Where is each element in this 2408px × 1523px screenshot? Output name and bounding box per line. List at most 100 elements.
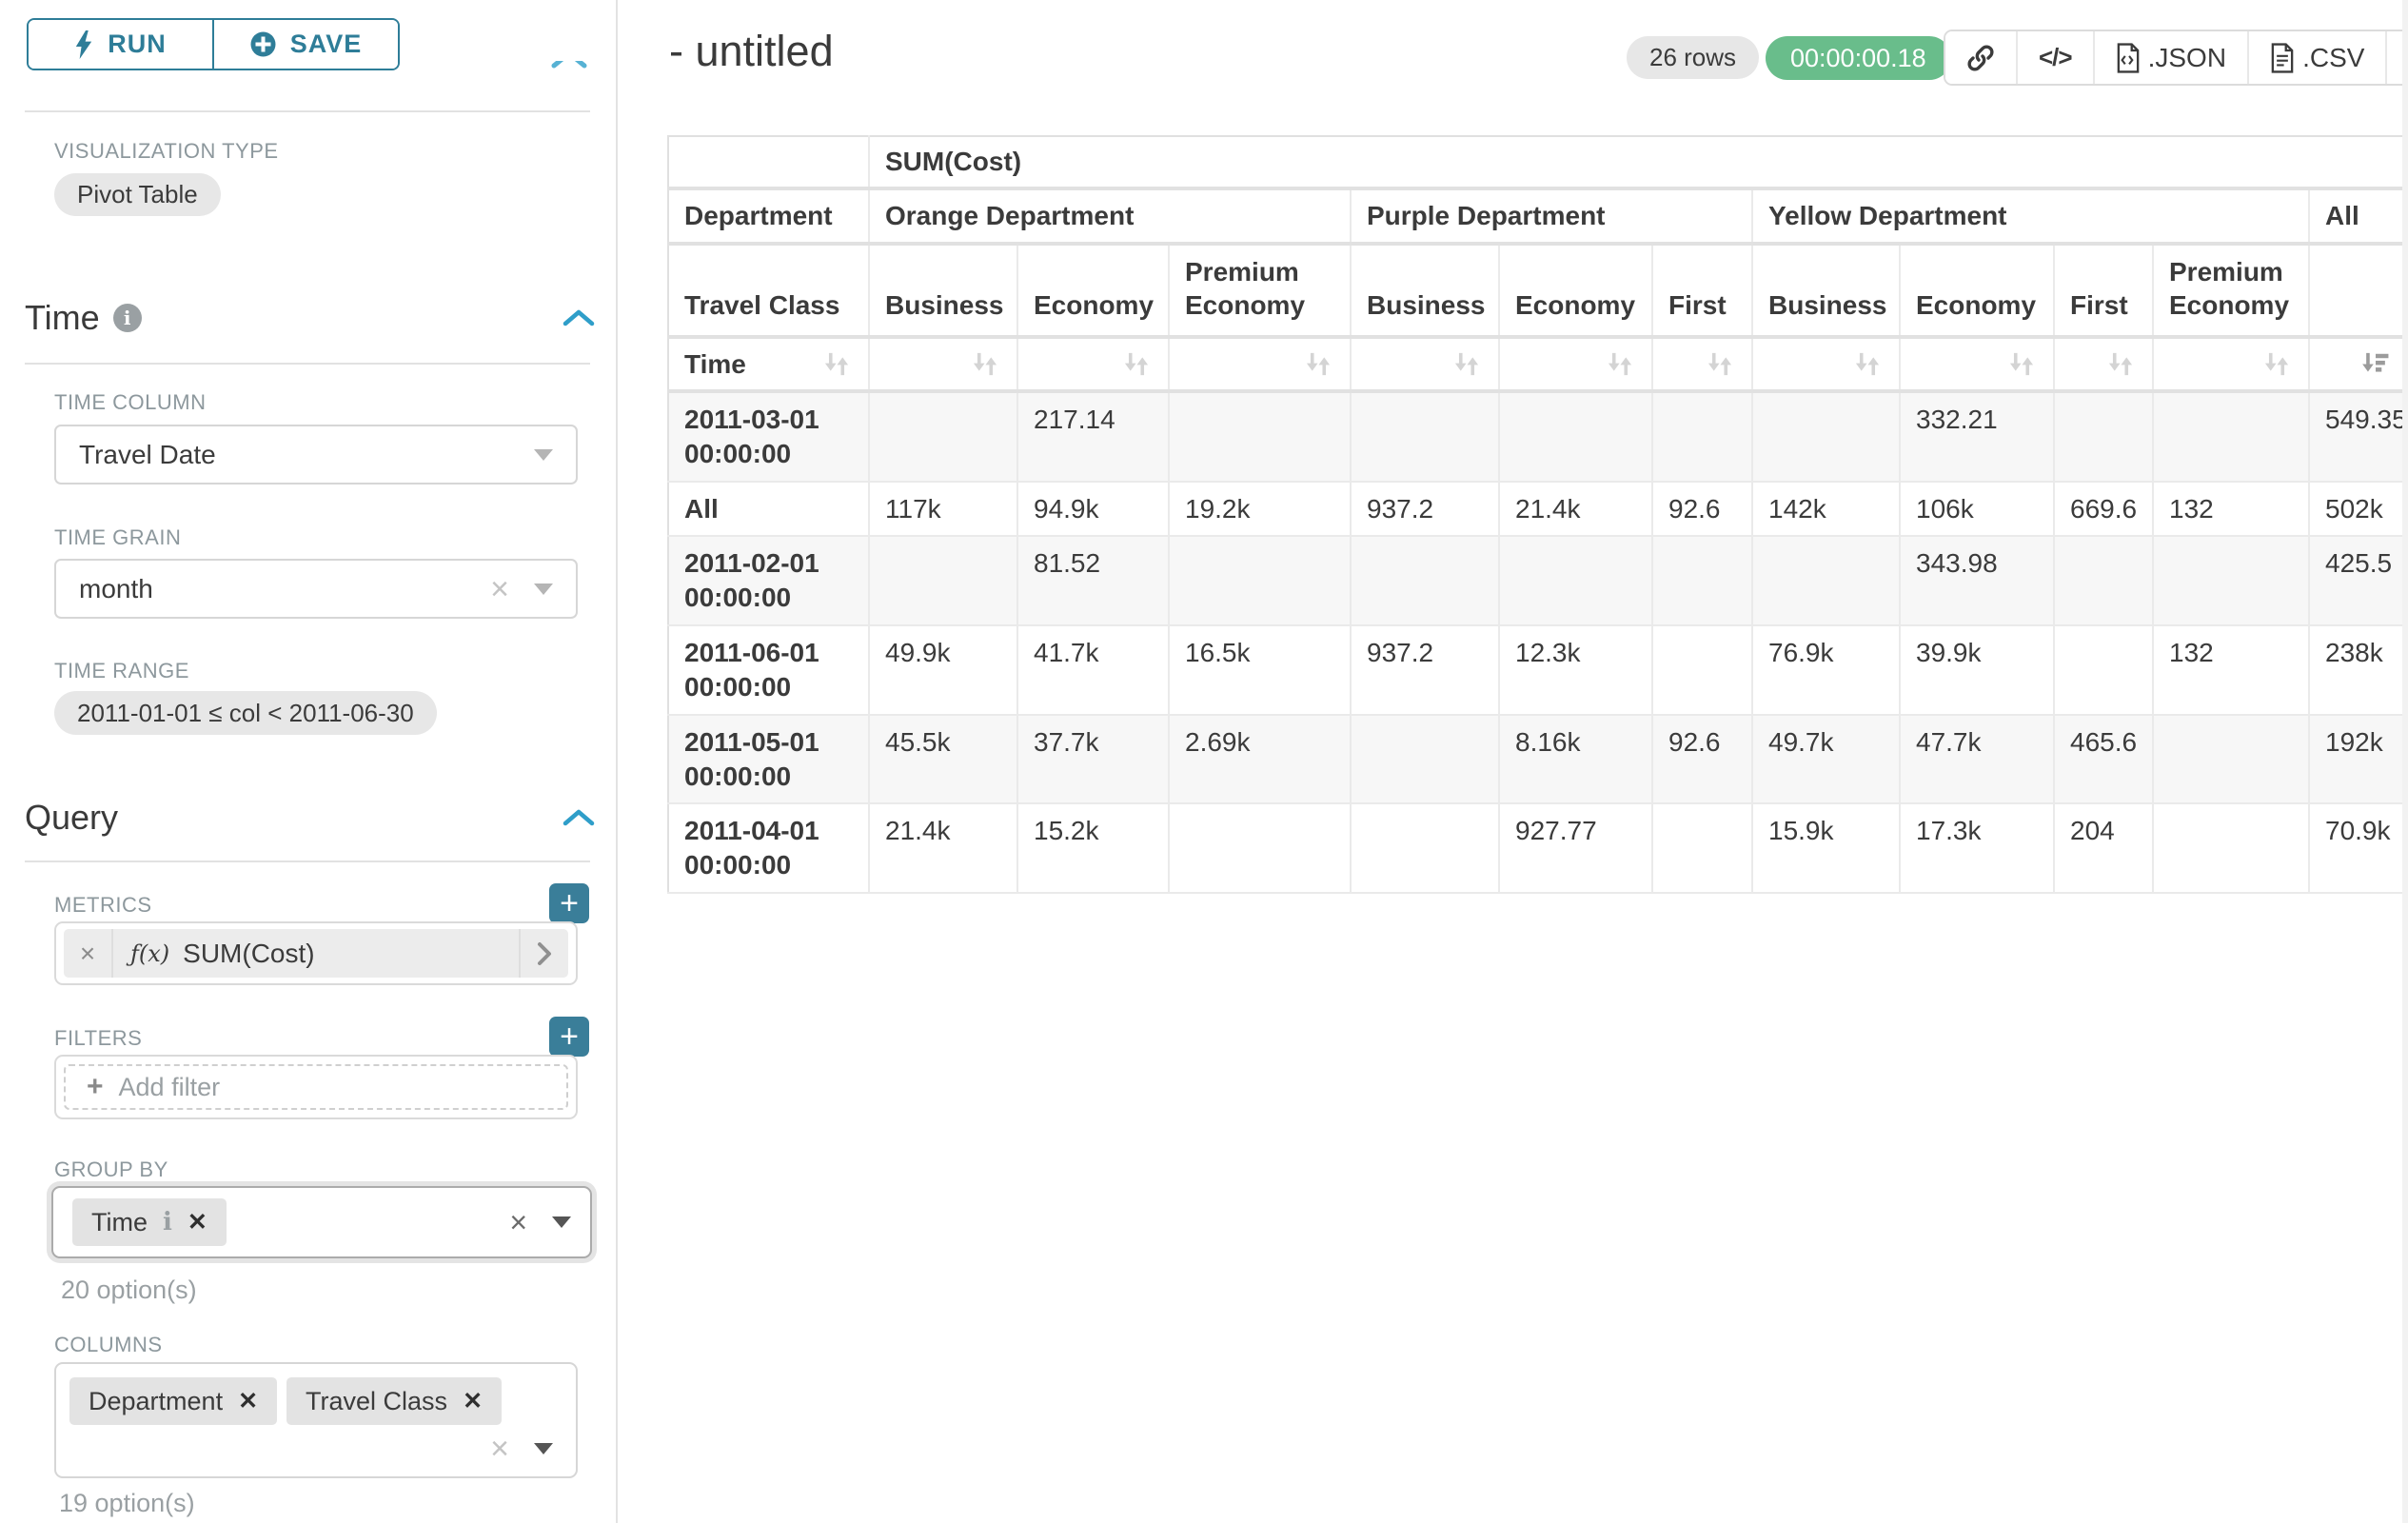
- collapse-query-icon[interactable]: [563, 808, 595, 827]
- table-row: 2011-05-01 00:00:0045.5k37.7k2.69k8.16k9…: [668, 715, 2408, 804]
- function-icon: ƒ(x): [130, 940, 169, 967]
- row-header: 2011-06-01 00:00:00: [668, 625, 869, 715]
- metrics-select: ƒ(x) SUM(Cost): [54, 921, 578, 985]
- pivot-cell: [1499, 391, 1652, 482]
- sort-header[interactable]: [1351, 337, 1499, 391]
- chevron-down-icon: [534, 583, 553, 595]
- sort-header[interactable]: [1900, 337, 2054, 391]
- clear-icon[interactable]: [509, 1207, 527, 1237]
- sort-header[interactable]: [2054, 337, 2153, 391]
- export-json-button[interactable]: .JSON: [2093, 31, 2247, 84]
- clear-icon[interactable]: [490, 573, 509, 605]
- remove-tag-icon[interactable]: [463, 1387, 483, 1415]
- value-tag[interactable]: Department: [69, 1377, 277, 1425]
- info-icon[interactable]: [163, 1208, 172, 1236]
- time-grain-select[interactable]: month: [54, 559, 578, 619]
- sort-header[interactable]: [1652, 337, 1752, 391]
- query-section-header: Query: [25, 798, 118, 838]
- pivot-cell: [2153, 715, 2309, 804]
- pivot-cell: [869, 536, 1017, 625]
- viz-type-pill[interactable]: Pivot Table: [54, 173, 221, 216]
- chevron-down-icon[interactable]: [534, 1443, 553, 1454]
- add-metric-button[interactable]: [549, 883, 589, 923]
- pivot-cell: 12.3k: [1499, 625, 1652, 715]
- sort-header[interactable]: [1499, 337, 1652, 391]
- clear-icon[interactable]: [490, 1433, 509, 1465]
- add-filter-plus-button[interactable]: [549, 1017, 589, 1057]
- pivot-cell: 142k: [1752, 482, 1900, 537]
- chart-title[interactable]: - untitled: [669, 27, 834, 76]
- json-button-label: .JSON: [2148, 43, 2226, 73]
- pivot-cell: 19.2k: [1169, 482, 1351, 537]
- columns-values: Department Travel Class: [69, 1377, 557, 1425]
- pivot-cell: 49.9k: [869, 625, 1017, 715]
- pivot-cell: 45.5k: [869, 715, 1017, 804]
- group-by-select[interactable]: Time: [51, 1186, 592, 1258]
- pivot-cell: 92.6: [1652, 482, 1752, 537]
- scrollbar-track[interactable]: [2402, 0, 2408, 1523]
- info-icon[interactable]: [113, 304, 142, 332]
- export-csv-button[interactable]: .CSV: [2247, 31, 2385, 84]
- pivot-cell: 92.6: [1652, 715, 1752, 804]
- add-filter-button[interactable]: Add filter: [64, 1064, 568, 1110]
- pivot-cell: 39.9k: [1900, 625, 2054, 715]
- tag-label: Department: [89, 1387, 223, 1416]
- pivot-cell: 94.9k: [1017, 482, 1169, 537]
- pivot-cell: [1652, 625, 1752, 715]
- pivot-cell: 465.6: [2054, 715, 2153, 804]
- pivot-cell: 8.16k: [1499, 715, 1652, 804]
- department-group-header: Orange Department: [869, 188, 1351, 244]
- share-link-button[interactable]: [1945, 31, 2016, 84]
- chevron-up-icon[interactable]: [550, 61, 594, 72]
- sort-header[interactable]: [1169, 337, 1351, 391]
- pivot-table: SUM(Cost)DepartmentOrange DepartmentPurp…: [667, 135, 2408, 894]
- pivot-body: 2011-03-01 00:00:00217.14332.21549.35All…: [668, 391, 2408, 893]
- time-column-select[interactable]: Travel Date: [54, 425, 578, 485]
- pivot-cell: [1351, 536, 1499, 625]
- pivot-cell: 425.5: [2309, 536, 2408, 625]
- view-query-button[interactable]: </>: [2016, 31, 2093, 84]
- department-group-header: Yellow Department: [1752, 188, 2309, 244]
- collapse-time-icon[interactable]: [563, 308, 595, 327]
- sort-header[interactable]: [1017, 337, 1169, 391]
- query-section-title: Query: [25, 798, 118, 838]
- value-tag[interactable]: Time: [72, 1198, 227, 1246]
- pivot-cell: 21.4k: [1499, 482, 1652, 537]
- columns-options-hint: 19 option(s): [59, 1489, 195, 1518]
- department-group-header: Purple Department: [1351, 188, 1752, 244]
- department-row-label: Department: [668, 188, 869, 244]
- sort-header[interactable]: [2153, 337, 2309, 391]
- sort-header[interactable]: [1752, 337, 1900, 391]
- pivot-cell: 106k: [1900, 482, 2054, 537]
- time-range-pill[interactable]: 2011-01-01 ≤ col < 2011-06-30: [54, 691, 437, 735]
- sort-icon: [969, 350, 1001, 378]
- columns-select[interactable]: Department Travel Class: [54, 1362, 578, 1478]
- travel-class-header: Business: [869, 244, 1017, 337]
- control-panel: Chart Type RUN SAVE VISUALIZATION TYPE P…: [0, 0, 618, 1523]
- sort-header[interactable]: Time: [668, 337, 869, 391]
- pivot-cell: [1169, 803, 1351, 893]
- pivot-cell: [2153, 803, 2309, 893]
- sort-icon: [1302, 350, 1334, 378]
- department-group-header: All: [2309, 188, 2408, 244]
- sort-header[interactable]: [2309, 337, 2408, 391]
- superset-explore-view: Chart Type RUN SAVE VISUALIZATION TYPE P…: [0, 0, 2408, 1523]
- time-row-label: Time: [684, 349, 820, 380]
- save-button[interactable]: SAVE: [212, 20, 398, 69]
- pivot-cell: [1752, 391, 1900, 482]
- metric-pill[interactable]: ƒ(x) SUM(Cost): [64, 929, 568, 978]
- time-grain-value: month: [79, 574, 153, 604]
- remove-metric-icon[interactable]: [64, 929, 113, 978]
- run-button[interactable]: RUN: [29, 20, 212, 69]
- remove-tag-icon[interactable]: [238, 1387, 258, 1415]
- corner-cell: [668, 136, 869, 188]
- link-icon: [1966, 44, 1995, 72]
- sort-icon: [2104, 350, 2137, 378]
- chevron-down-icon[interactable]: [552, 1216, 571, 1228]
- value-tag[interactable]: Travel Class: [286, 1377, 502, 1425]
- group-by-values: Time: [72, 1198, 509, 1246]
- expand-metric-icon[interactable]: [519, 929, 568, 978]
- remove-tag-icon[interactable]: [188, 1208, 207, 1236]
- pivot-cell: 17.3k: [1900, 803, 2054, 893]
- sort-header[interactable]: [869, 337, 1017, 391]
